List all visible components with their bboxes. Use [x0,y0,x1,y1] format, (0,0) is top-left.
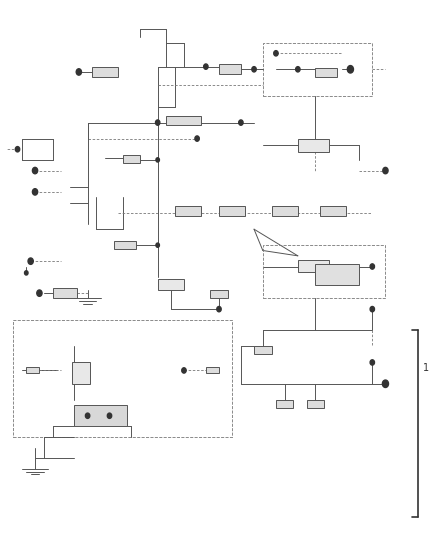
Circle shape [28,258,33,264]
Circle shape [156,243,159,247]
Circle shape [204,64,208,69]
Circle shape [15,147,20,152]
Circle shape [37,290,42,296]
Circle shape [76,69,81,75]
Bar [72,362,90,384]
Bar [53,288,77,298]
Circle shape [370,360,374,365]
Bar [123,155,140,163]
Bar [254,346,272,354]
Bar [74,405,127,426]
Circle shape [370,306,374,312]
Circle shape [217,306,221,312]
Bar [166,116,201,125]
Text: 1: 1 [423,363,429,373]
Bar [315,264,359,285]
Circle shape [347,66,353,73]
Circle shape [25,271,28,275]
Bar [315,68,337,77]
Circle shape [239,120,243,125]
Bar [307,400,324,408]
Bar [92,67,118,77]
Circle shape [32,167,38,174]
Bar [210,290,228,298]
Bar [206,367,219,373]
Bar [263,245,385,298]
Circle shape [383,167,388,174]
Bar [219,206,245,216]
Circle shape [107,413,112,418]
Circle shape [182,368,186,373]
Circle shape [195,136,199,141]
Bar [26,367,39,373]
Circle shape [296,67,300,72]
Circle shape [85,413,90,418]
Circle shape [274,51,278,56]
Bar [158,279,184,290]
Bar [298,139,328,152]
Circle shape [382,380,389,387]
Bar [276,400,293,408]
Circle shape [32,189,38,195]
Circle shape [252,67,256,72]
Bar [298,260,328,272]
Bar [114,241,136,249]
Bar [175,206,201,216]
Circle shape [370,264,374,269]
Circle shape [156,158,159,162]
Circle shape [155,120,160,125]
Bar [263,43,372,96]
Bar [320,206,346,216]
Bar [272,206,298,216]
Bar [219,64,241,74]
Bar [13,320,232,437]
